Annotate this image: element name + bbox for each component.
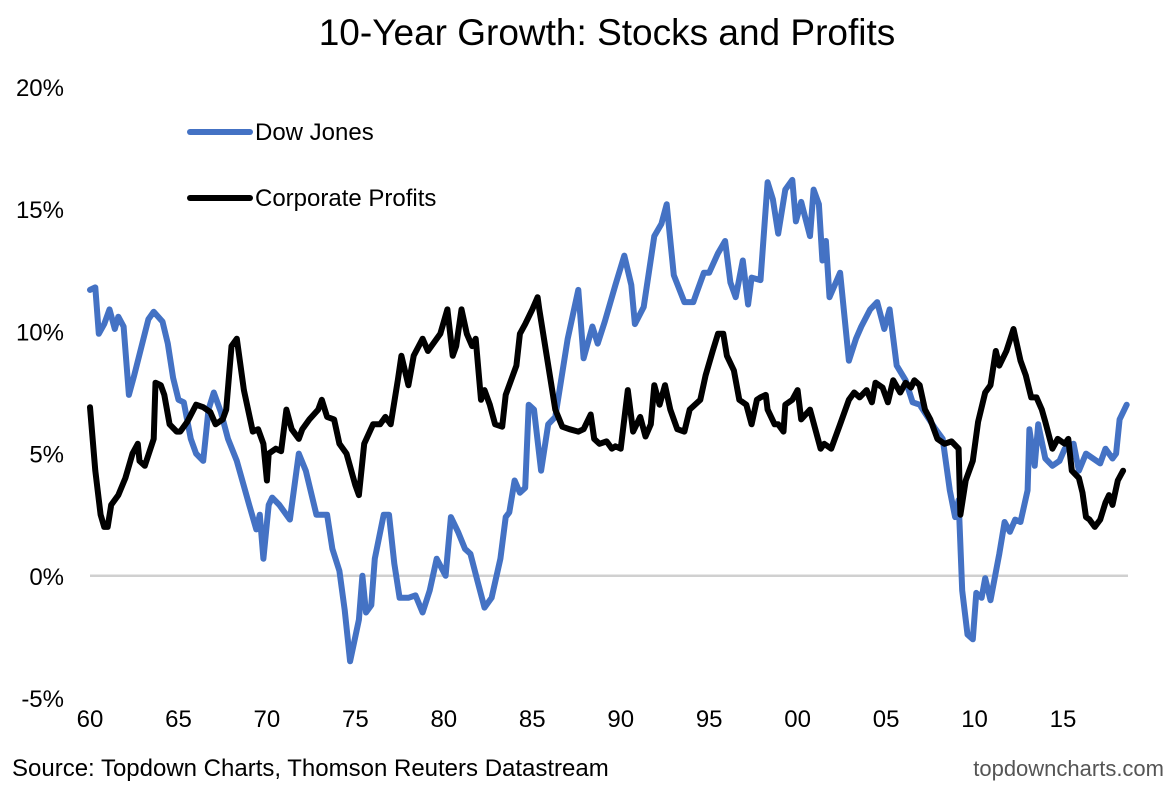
y-tick-label: 15% — [16, 197, 64, 224]
x-tick-label: 00 — [784, 706, 811, 733]
y-tick-label: 10% — [16, 319, 64, 346]
y-tick-label: 20% — [16, 75, 64, 102]
chart-title: 10-Year Growth: Stocks and Profits — [319, 12, 896, 53]
x-tick-label: 15 — [1050, 706, 1077, 733]
x-tick-label: 85 — [519, 706, 546, 733]
y-tick-label: -5% — [21, 686, 64, 713]
series-line-dow-jones — [87, 176, 1130, 665]
y-tick-label: 5% — [29, 442, 64, 469]
x-tick-label: 70 — [254, 706, 281, 733]
legend: Dow Jones Corporate Profits — [187, 119, 436, 212]
y-tick-label: 0% — [29, 564, 64, 591]
x-tick-label: 75 — [342, 706, 369, 733]
x-tick-label: 95 — [696, 706, 723, 733]
x-tick-label: 80 — [430, 706, 457, 733]
x-tick-label: 10 — [961, 706, 988, 733]
watermark: topdowncharts.com — [973, 756, 1164, 781]
legend-item-dow-jones: Dow Jones — [187, 119, 374, 146]
series-line-corporate-profits — [87, 294, 1127, 530]
x-tick-label: 65 — [165, 706, 192, 733]
x-tick-label: 90 — [607, 706, 634, 733]
source-note: Source: Topdown Charts, Thomson Reuters … — [12, 755, 609, 782]
legend-label-corporate-profits: Corporate Profits — [255, 185, 436, 212]
series-layer — [87, 176, 1130, 665]
x-tick-label: 60 — [77, 706, 104, 733]
legend-label-dow-jones: Dow Jones — [255, 119, 374, 146]
x-axis: 60 65 70 75 80 85 90 95 00 05 10 15 — [77, 706, 1077, 733]
x-tick-label: 05 — [873, 706, 900, 733]
legend-item-corporate-profits: Corporate Profits — [187, 185, 436, 212]
y-axis: 20% 15% 10% 5% 0% -5% — [16, 75, 64, 713]
